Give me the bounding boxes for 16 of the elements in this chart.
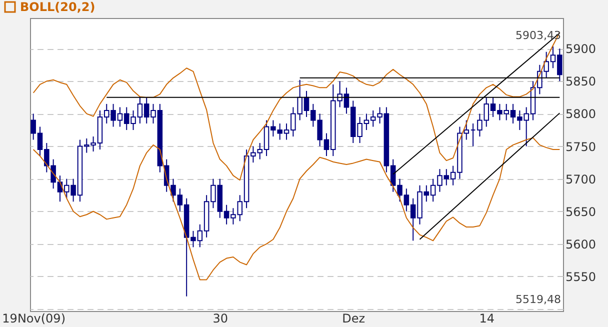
y-tick-label: 5550 — [566, 270, 596, 284]
x-tick-label: 14 — [479, 312, 495, 326]
annotation: 5519,48 — [516, 293, 561, 306]
legend-label: BOLL(20,2) — [20, 0, 96, 14]
x-tick-label: Dez — [342, 312, 366, 326]
y-tick-label: 5750 — [566, 140, 596, 154]
y-tick-label: 5700 — [566, 172, 596, 186]
line-series — [32, 137, 560, 280]
y-tick-label: 5850 — [566, 74, 596, 89]
y-tick-label: 5900 — [566, 42, 596, 56]
x-tick-label: 19Nov(09) — [2, 312, 66, 326]
y-tick-label: 5800 — [566, 107, 596, 122]
x-tick-label: 30 — [212, 312, 228, 326]
y-tick-label: 5650 — [566, 204, 596, 219]
y-tick-label: 5600 — [566, 237, 596, 252]
candlestick — [464, 120, 470, 140]
